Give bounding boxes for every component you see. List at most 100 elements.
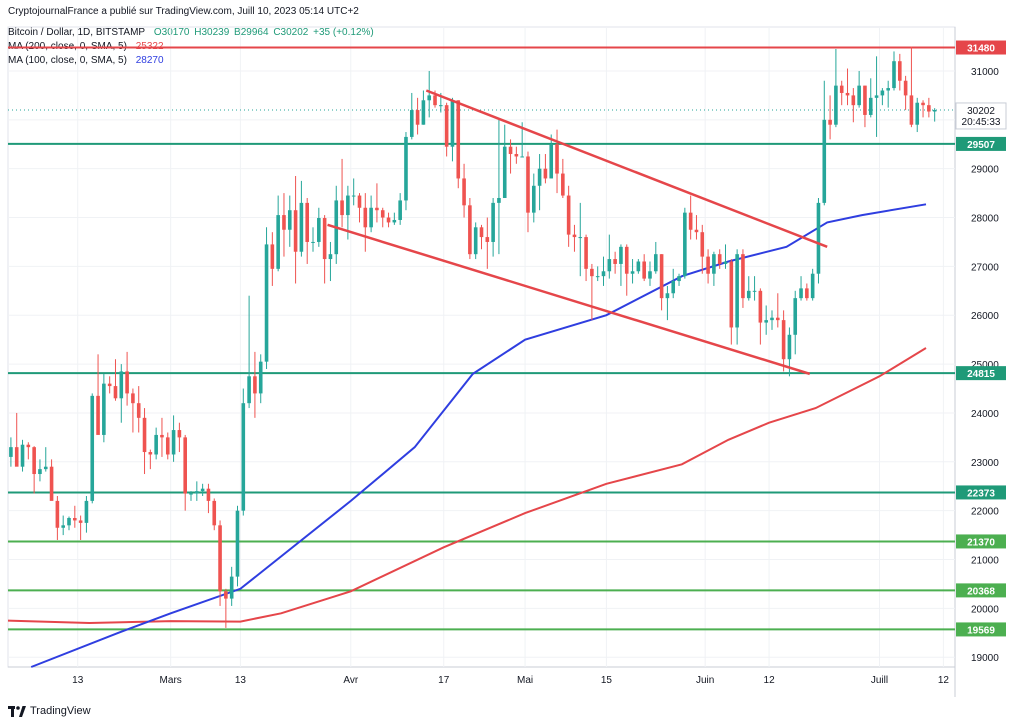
candle-body xyxy=(671,281,676,294)
candle xyxy=(758,288,763,345)
candle-body xyxy=(659,254,664,299)
candle-body xyxy=(276,215,280,269)
price-tick-label: 28000 xyxy=(971,214,999,225)
candle-body xyxy=(113,386,118,399)
candle-body xyxy=(409,110,414,137)
candle-body xyxy=(49,466,54,501)
symbol-label[interactable]: Bitcoin / Dollar, 1D, BITSTAMP xyxy=(8,27,146,38)
level-badge-31480 xyxy=(956,40,1006,55)
candle-body xyxy=(404,136,408,201)
candle-body xyxy=(485,237,490,242)
candle xyxy=(340,158,344,228)
price-axis: 19000 20000 21000 22000 23000 24000 25000 26000… xyxy=(955,40,1007,664)
candle xyxy=(282,193,286,257)
candle xyxy=(433,90,437,108)
candle xyxy=(781,310,786,372)
candle xyxy=(96,354,100,435)
candle-body xyxy=(421,100,426,125)
candle-body xyxy=(148,452,153,455)
candle xyxy=(863,85,867,128)
candle-body xyxy=(793,298,798,335)
candle xyxy=(404,132,408,211)
candle-body xyxy=(67,517,71,526)
candle-body xyxy=(305,202,310,242)
candle xyxy=(346,185,350,240)
price-tick-label: 27000 xyxy=(971,262,999,273)
candle xyxy=(845,68,850,106)
candle xyxy=(253,351,257,418)
candle xyxy=(369,195,373,233)
candle-body xyxy=(369,207,373,228)
candle-body xyxy=(328,254,333,260)
candle xyxy=(531,173,536,223)
candle-body xyxy=(253,376,257,394)
ma100-value: 28270 xyxy=(135,55,164,66)
candle-body xyxy=(932,109,937,112)
candle-body xyxy=(694,229,699,233)
candle-body xyxy=(357,195,362,208)
candle-body xyxy=(160,434,164,438)
candle-body xyxy=(427,95,432,101)
candle xyxy=(502,124,507,198)
candle-body xyxy=(677,276,681,282)
candle xyxy=(717,249,722,269)
candle-body xyxy=(921,102,925,106)
candle xyxy=(212,498,217,531)
candle-body xyxy=(282,215,286,230)
candle xyxy=(305,197,310,264)
candle-body xyxy=(142,417,147,453)
candle-body xyxy=(334,200,339,255)
candle-body xyxy=(206,488,211,501)
candle-body xyxy=(125,371,129,394)
ma200-value: 25322 xyxy=(135,41,164,52)
candle xyxy=(868,78,873,118)
candle xyxy=(665,285,670,321)
candle xyxy=(468,197,472,260)
candle xyxy=(224,588,228,628)
time-tick-label: 17 xyxy=(438,675,450,686)
candle-body xyxy=(224,591,228,599)
candle-body xyxy=(299,202,304,252)
candle xyxy=(683,207,687,279)
candle xyxy=(735,249,739,345)
candle xyxy=(287,195,292,247)
candle-body xyxy=(723,261,728,264)
candle-body xyxy=(9,447,13,457)
candle-body xyxy=(810,273,815,299)
candle-body xyxy=(816,202,821,274)
tradingview-footer[interactable]: TradingView xyxy=(8,705,91,717)
publisher-line: CryptojournalFrance a publié sur Trading… xyxy=(8,6,359,17)
candle-body xyxy=(415,110,420,125)
candle-body xyxy=(386,217,391,223)
ma200-legend[interactable]: MA (200, close, 0, SMA, 5) 25322 xyxy=(8,41,170,53)
price-tick-label: 19000 xyxy=(971,653,999,664)
candle-body xyxy=(706,256,710,274)
candle-body xyxy=(293,210,298,252)
current-price-badge xyxy=(955,102,1007,130)
candle-body xyxy=(537,168,542,186)
candle xyxy=(415,97,420,135)
candle-body xyxy=(712,254,716,274)
candle-body xyxy=(520,156,524,158)
candle-body xyxy=(20,444,25,467)
candle xyxy=(909,46,914,128)
candle-body xyxy=(502,146,507,198)
candle-body xyxy=(752,290,757,292)
level-badge-24815 xyxy=(956,366,1006,381)
candle-body xyxy=(287,210,292,230)
ohlc-high: H30239 xyxy=(194,27,230,38)
candle-body xyxy=(741,254,745,299)
ma100-legend[interactable]: MA (100, close, 0, SMA, 5) 28270 xyxy=(8,55,170,67)
candle xyxy=(590,263,594,321)
candle xyxy=(729,259,734,345)
candle xyxy=(450,97,455,162)
candle-body xyxy=(717,254,722,264)
candle xyxy=(549,134,554,179)
candle xyxy=(218,520,222,606)
candle xyxy=(607,234,612,279)
candle-body xyxy=(55,500,60,528)
candle xyxy=(90,393,95,504)
candle xyxy=(630,259,635,284)
candle xyxy=(351,178,356,206)
